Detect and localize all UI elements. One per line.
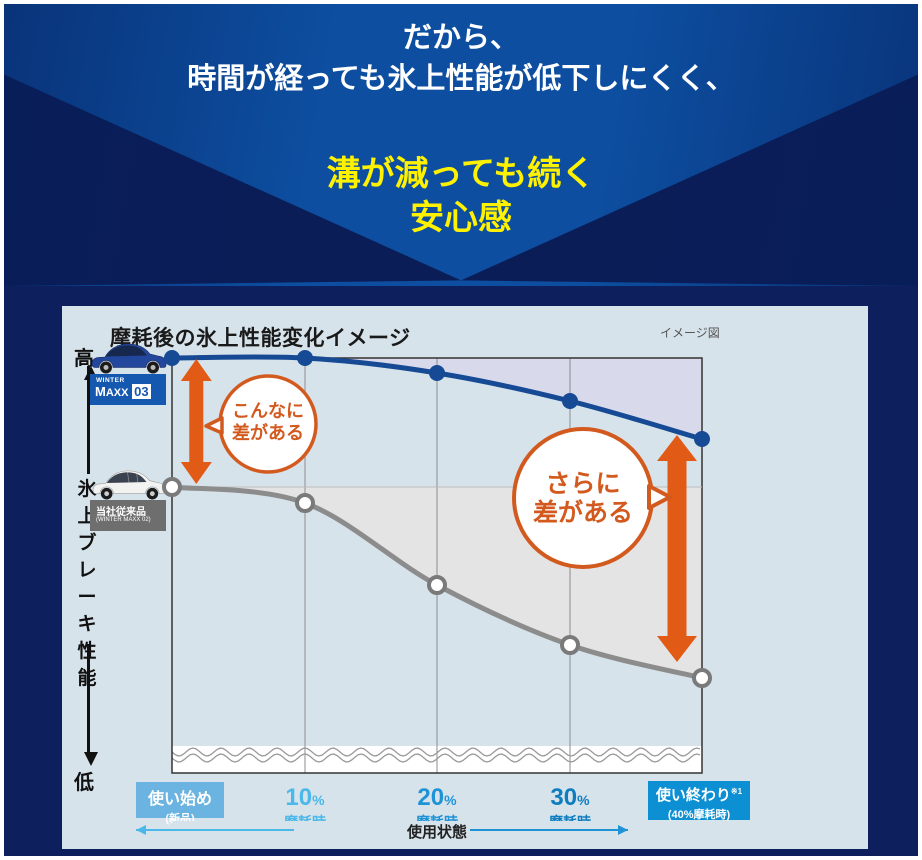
svg-text:さらに: さらに	[545, 470, 620, 498]
svg-text:こんなに: こんなに	[232, 401, 304, 421]
svg-text:差がある: 差がある	[232, 422, 304, 443]
svg-text:差がある: 差がある	[533, 498, 633, 527]
